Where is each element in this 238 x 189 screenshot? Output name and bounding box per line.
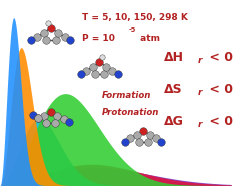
Text: r: r <box>198 56 202 65</box>
Point <box>30 39 33 42</box>
Text: r: r <box>198 88 202 97</box>
Point <box>44 39 48 42</box>
Point <box>129 136 132 139</box>
Point <box>123 140 127 143</box>
Point <box>91 65 95 68</box>
Point <box>54 122 57 125</box>
Point <box>104 65 108 68</box>
Text: Protonation: Protonation <box>102 108 159 117</box>
Point <box>110 69 114 72</box>
Point <box>100 55 104 58</box>
Point <box>63 36 67 39</box>
Text: < 0: < 0 <box>205 51 233 64</box>
Point <box>45 122 48 125</box>
Point <box>102 72 106 75</box>
Point <box>36 117 40 120</box>
Point <box>148 133 152 136</box>
Point <box>31 114 35 117</box>
Text: < 0: < 0 <box>205 115 233 128</box>
Point <box>98 60 101 63</box>
Point <box>46 22 50 25</box>
Point <box>56 31 60 34</box>
Text: r: r <box>198 120 202 129</box>
Point <box>154 136 158 139</box>
Point <box>62 118 66 121</box>
Point <box>36 117 40 120</box>
Point <box>116 72 119 75</box>
Point <box>67 121 71 124</box>
Point <box>54 39 58 42</box>
Text: < 0: < 0 <box>205 83 233 96</box>
Point <box>84 69 88 72</box>
Point <box>93 72 97 75</box>
Text: T = 5, 10, 150, 298 K: T = 5, 10, 150, 298 K <box>82 13 188 22</box>
Text: ΔG: ΔG <box>164 115 184 128</box>
Point <box>49 111 53 114</box>
Text: ΔH: ΔH <box>164 51 184 64</box>
Point <box>135 133 139 136</box>
Text: ΔS: ΔS <box>164 83 183 96</box>
Text: atm: atm <box>137 34 160 43</box>
Point <box>35 36 39 39</box>
Point <box>79 72 83 75</box>
Point <box>141 129 145 132</box>
Point <box>43 115 46 118</box>
Point <box>49 26 53 29</box>
Text: Formation: Formation <box>102 91 151 100</box>
Point <box>42 31 46 34</box>
Point <box>68 39 72 42</box>
Text: -5: -5 <box>128 27 136 33</box>
Text: P = 10: P = 10 <box>82 34 115 43</box>
Point <box>137 140 141 143</box>
Point <box>159 140 163 143</box>
Point <box>55 115 59 118</box>
Point <box>146 140 150 143</box>
